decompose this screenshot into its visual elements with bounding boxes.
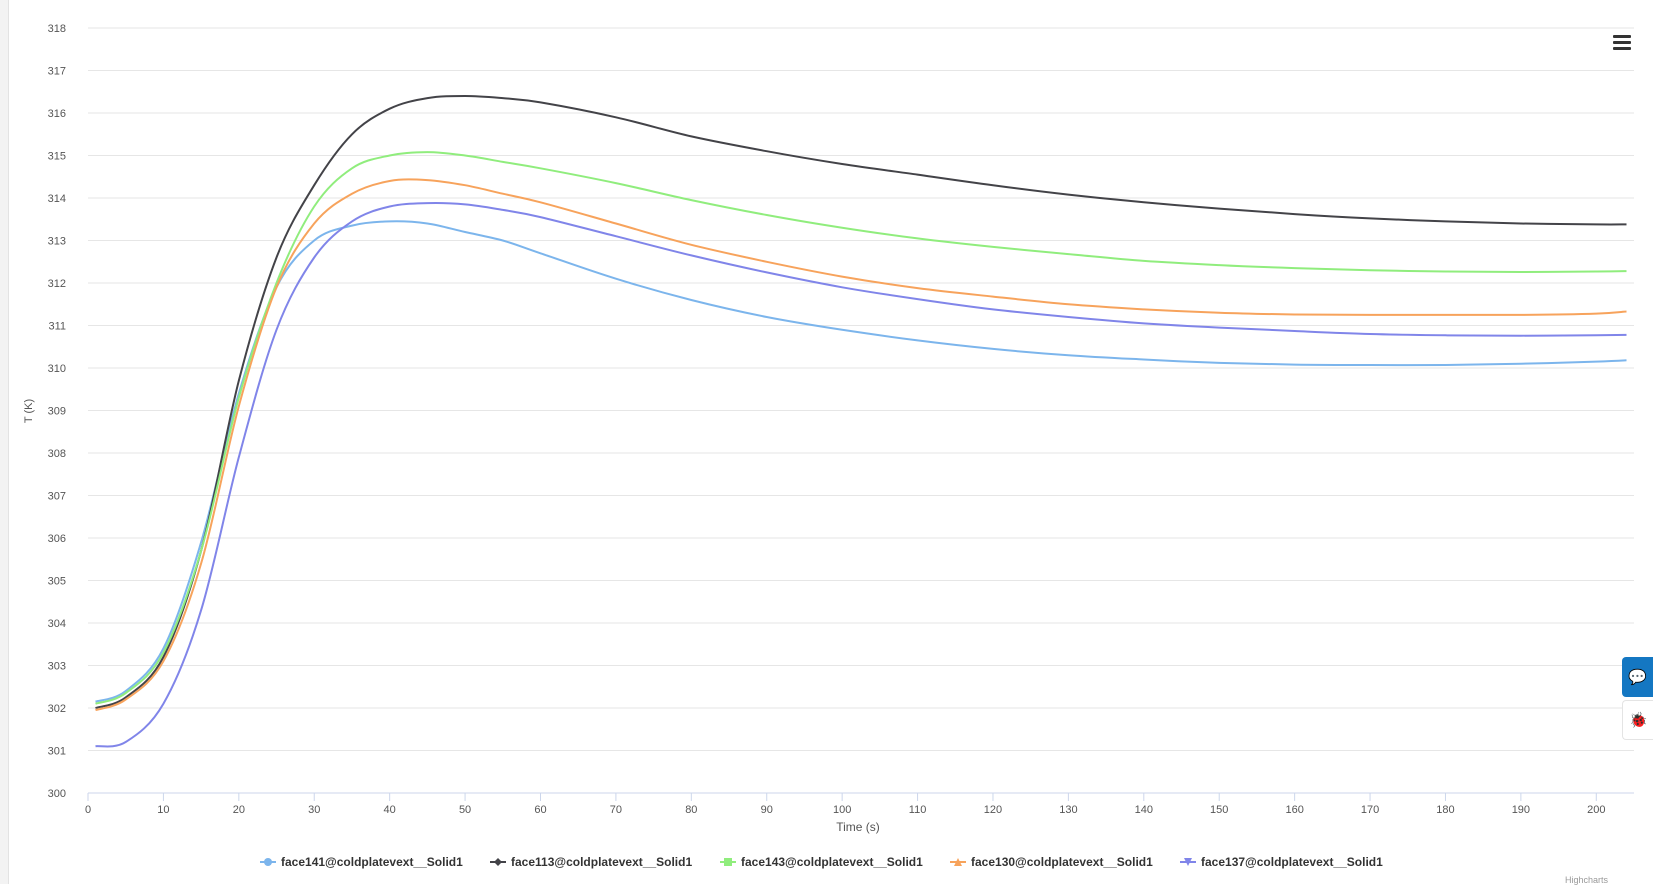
x-tick-label: 160: [1285, 804, 1303, 816]
x-tick-label: 30: [308, 804, 320, 816]
series-line-2[interactable]: [95, 95, 1627, 709]
legend-label: face143@coldplatevext__Solid1: [741, 855, 923, 869]
series-line-1[interactable]: [95, 220, 1627, 703]
hamburger-icon: [1613, 46, 1631, 50]
y-tick-label: 314: [48, 193, 66, 205]
grid-lines: [88, 27, 1634, 794]
y-tick-label: 301: [48, 746, 66, 758]
x-tick-label: 10: [157, 804, 169, 816]
y-tick-label: 303: [48, 661, 66, 673]
chat-button[interactable]: 💬: [1622, 657, 1653, 697]
x-axis-title: Time (s): [836, 820, 880, 834]
x-tick-label: 150: [1210, 804, 1228, 816]
legend-marker: [954, 858, 962, 866]
legend-marker: [724, 858, 732, 866]
series-lines: [95, 95, 1627, 748]
y-axis-title: T (K): [23, 399, 35, 423]
y-tick-label: 312: [48, 278, 66, 290]
legend-item-1[interactable]: face141@coldplatevext__Solid1: [260, 855, 463, 869]
x-tick-label: 80: [685, 804, 697, 816]
legend-label: face113@coldplatevext__Solid1: [511, 855, 692, 869]
chart-credit[interactable]: Highcharts: [1565, 875, 1609, 885]
series-line-5[interactable]: [95, 201, 1627, 748]
y-tick-label: 300: [48, 788, 66, 800]
x-tick-label: 170: [1361, 804, 1379, 816]
y-tick-label: 305: [48, 576, 66, 588]
x-tick-label: 70: [610, 804, 622, 816]
y-tick-label: 309: [48, 406, 66, 418]
hamburger-icon: [1613, 34, 1631, 38]
x-tick-label: 90: [761, 804, 773, 816]
y-tick-label: 306: [48, 533, 66, 545]
x-tick-label: 20: [233, 804, 245, 816]
legend-marker: [264, 858, 272, 866]
x-tick-label: 190: [1512, 804, 1530, 816]
y-tick-label: 317: [48, 66, 66, 78]
legend-item-4[interactable]: face130@coldplatevext__Solid1: [950, 855, 1153, 869]
y-tick-label: 311: [48, 321, 66, 333]
hamburger-icon: [1613, 40, 1631, 44]
y-tick-label: 310: [48, 363, 66, 375]
x-tick-label: 140: [1135, 804, 1153, 816]
legend-label: face141@coldplatevext__Solid1: [281, 855, 463, 869]
y-tick-label: 308: [48, 448, 66, 460]
legend-item-5[interactable]: face137@coldplatevext__Solid1: [1180, 855, 1383, 869]
legend-marker: [1184, 858, 1192, 866]
x-tick-label: 0: [85, 804, 91, 816]
x-tick-label: 60: [534, 804, 546, 816]
legend[interactable]: face141@coldplatevext__Solid1 face113@col…: [260, 855, 1383, 869]
chat-icon: 💬: [1628, 669, 1647, 686]
y-tick-label: 318: [48, 23, 66, 35]
x-tick-label: 50: [459, 804, 471, 816]
left-panel-edge: [0, 0, 9, 884]
y-tick-label: 304: [48, 618, 66, 630]
x-tick-label: 120: [984, 804, 1002, 816]
bug-report-button[interactable]: 🐞: [1622, 700, 1653, 740]
legend-label: face130@coldplatevext__Solid1: [971, 855, 1153, 869]
series-line-3[interactable]: [95, 151, 1627, 705]
series-line-4[interactable]: [95, 178, 1627, 712]
x-tick-label: 200: [1587, 804, 1605, 816]
legend-label: face137@coldplatevext__Solid1: [1201, 855, 1383, 869]
bug-icon: 🐞: [1629, 712, 1648, 729]
legend-item-2[interactable]: face113@coldplatevext__Solid1: [490, 855, 692, 869]
x-tick-label: 40: [384, 804, 396, 816]
legend-item-3[interactable]: face143@coldplatevext__Solid1: [720, 855, 923, 869]
axes: 3003013023033043053063073083093103113123…: [48, 23, 1634, 816]
x-tick-label: 130: [1059, 804, 1077, 816]
y-tick-label: 302: [48, 703, 66, 715]
y-tick-label: 315: [48, 151, 66, 163]
y-tick-label: 307: [48, 491, 66, 503]
y-tick-label: 316: [48, 108, 66, 120]
x-tick-label: 180: [1436, 804, 1454, 816]
chart-menu-button[interactable]: [1608, 30, 1636, 54]
x-tick-label: 100: [833, 804, 851, 816]
y-tick-label: 313: [48, 236, 66, 248]
x-tick-label: 110: [909, 804, 927, 816]
legend-marker: [494, 858, 502, 866]
